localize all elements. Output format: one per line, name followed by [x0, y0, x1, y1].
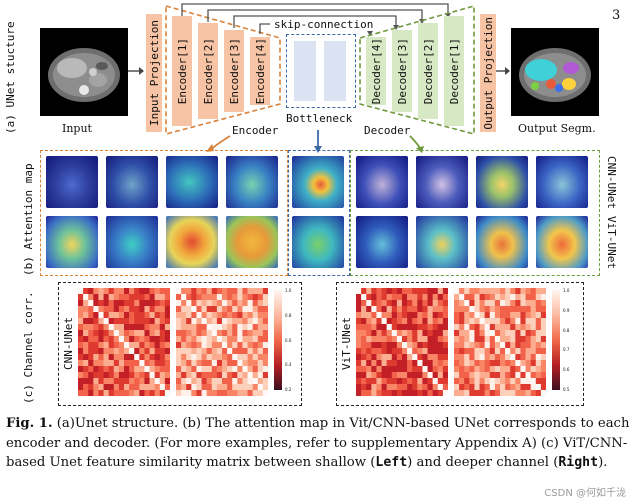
decoder-4-block: Decoder[4] [366, 37, 386, 105]
encoder-3-block: Encoder[3] [224, 30, 244, 112]
attention-map-cnn-dec1 [536, 156, 588, 208]
input-label: Input [62, 122, 92, 135]
attention-map-cnn-dec2 [476, 156, 528, 208]
skip-connection-label: skip-connection [272, 18, 376, 31]
attention-map-vit-enc4 [226, 216, 278, 268]
decoder-3-block: Decoder[3] [392, 30, 412, 112]
panel-c-label: (c) Channel corr. [22, 291, 35, 404]
bottleneck-block-1 [294, 41, 316, 101]
pointer-arrows [206, 130, 424, 153]
bottleneck-block-2 [324, 41, 346, 101]
panel-b-label: (b) Attention map [22, 163, 35, 276]
attention-map-cnn-enc1 [46, 156, 98, 208]
input-projection-block: Input Projection [146, 14, 162, 132]
encoder-1-block: Encoder[1] [172, 16, 192, 126]
vit-colorbar [552, 290, 560, 390]
cnn-unet-row-label: CNN-UNet [605, 156, 618, 209]
caption-fig-label: Fig. 1. [6, 416, 53, 431]
vit-corr-deep-heatmap [454, 288, 546, 396]
decoder-1-block: Decoder[1] [444, 16, 464, 126]
caption-text-1: (a)Unet structure. (b) The attention map… [6, 416, 630, 470]
attention-map-vit-dec1 [536, 216, 588, 268]
encoder-maps-box [40, 150, 288, 276]
decoder-maps-box [350, 150, 600, 276]
skip-connections [181, 3, 451, 36]
cnn-corr-box [58, 282, 302, 406]
attention-map-vit-enc1 [46, 216, 98, 268]
output-label: Output Segm. [518, 122, 596, 135]
encoder-label: Encoder [232, 124, 279, 137]
cnn-colorbar-ticks: 1.0 0.8 0.6 0.4 0.2 [285, 288, 292, 392]
caption-left: Left [375, 455, 408, 470]
decoder-2-block: Decoder[2] [418, 23, 438, 119]
vit-colorbar-ticks: 1.0 0.9 0.8 0.7 0.6 0.5 [563, 288, 570, 392]
cnn-corr-shallow-heatmap [78, 288, 170, 396]
attention-map-vit-enc2 [106, 216, 158, 268]
vit-unet-row-label: ViT-UNet [605, 216, 618, 269]
attention-map-cnn-bottleneck [292, 156, 344, 208]
caption-text-3: ). [598, 455, 608, 470]
attention-map-vit-dec2 [476, 216, 528, 268]
encoder-outline [165, 4, 281, 136]
panel-a-label: (a) UNet stucture [4, 21, 17, 134]
bottleneck-maps-box [288, 150, 350, 276]
output-projection-block: Output Projection [480, 14, 496, 132]
attention-map-vit-bottleneck [292, 216, 344, 268]
vit-unet-corr-label: ViT-UNet [340, 317, 353, 370]
arrow-output [496, 67, 510, 75]
input-ct-image [40, 28, 128, 116]
page-number: 3 [612, 8, 621, 23]
encoder-4-block: Encoder[4] [250, 37, 270, 105]
decoder-outline [359, 4, 475, 136]
attention-map-cnn-enc4 [226, 156, 278, 208]
encoder-2-block: Encoder[2] [198, 23, 218, 119]
vit-corr-box [336, 282, 584, 406]
caption-text-2: ) and deeper channel ( [407, 455, 559, 470]
cnn-unet-corr-label: CNN-UNet [62, 317, 75, 370]
vit-corr-shallow-heatmap [356, 288, 448, 396]
figure-caption: Fig. 1. (a)Unet structure. (b) The atten… [6, 414, 630, 473]
attention-map-cnn-dec4 [356, 156, 408, 208]
attention-map-cnn-enc2 [106, 156, 158, 208]
arrow-input [128, 67, 144, 75]
bottleneck-outline [286, 34, 356, 108]
watermark: CSDN @何如千泷 [544, 488, 626, 499]
caption-right: Right [558, 455, 599, 470]
output-segmentation-image [511, 28, 599, 116]
cnn-corr-deep-heatmap [176, 288, 268, 396]
attention-map-vit-enc3 [166, 216, 218, 268]
decoder-label: Decoder [364, 124, 411, 137]
bottleneck-label: Bottleneck [286, 112, 353, 125]
attention-map-vit-dec4 [356, 216, 408, 268]
attention-map-cnn-enc3 [166, 156, 218, 208]
attention-map-cnn-dec3 [416, 156, 468, 208]
cnn-colorbar [274, 290, 282, 390]
attention-map-vit-dec3 [416, 216, 468, 268]
